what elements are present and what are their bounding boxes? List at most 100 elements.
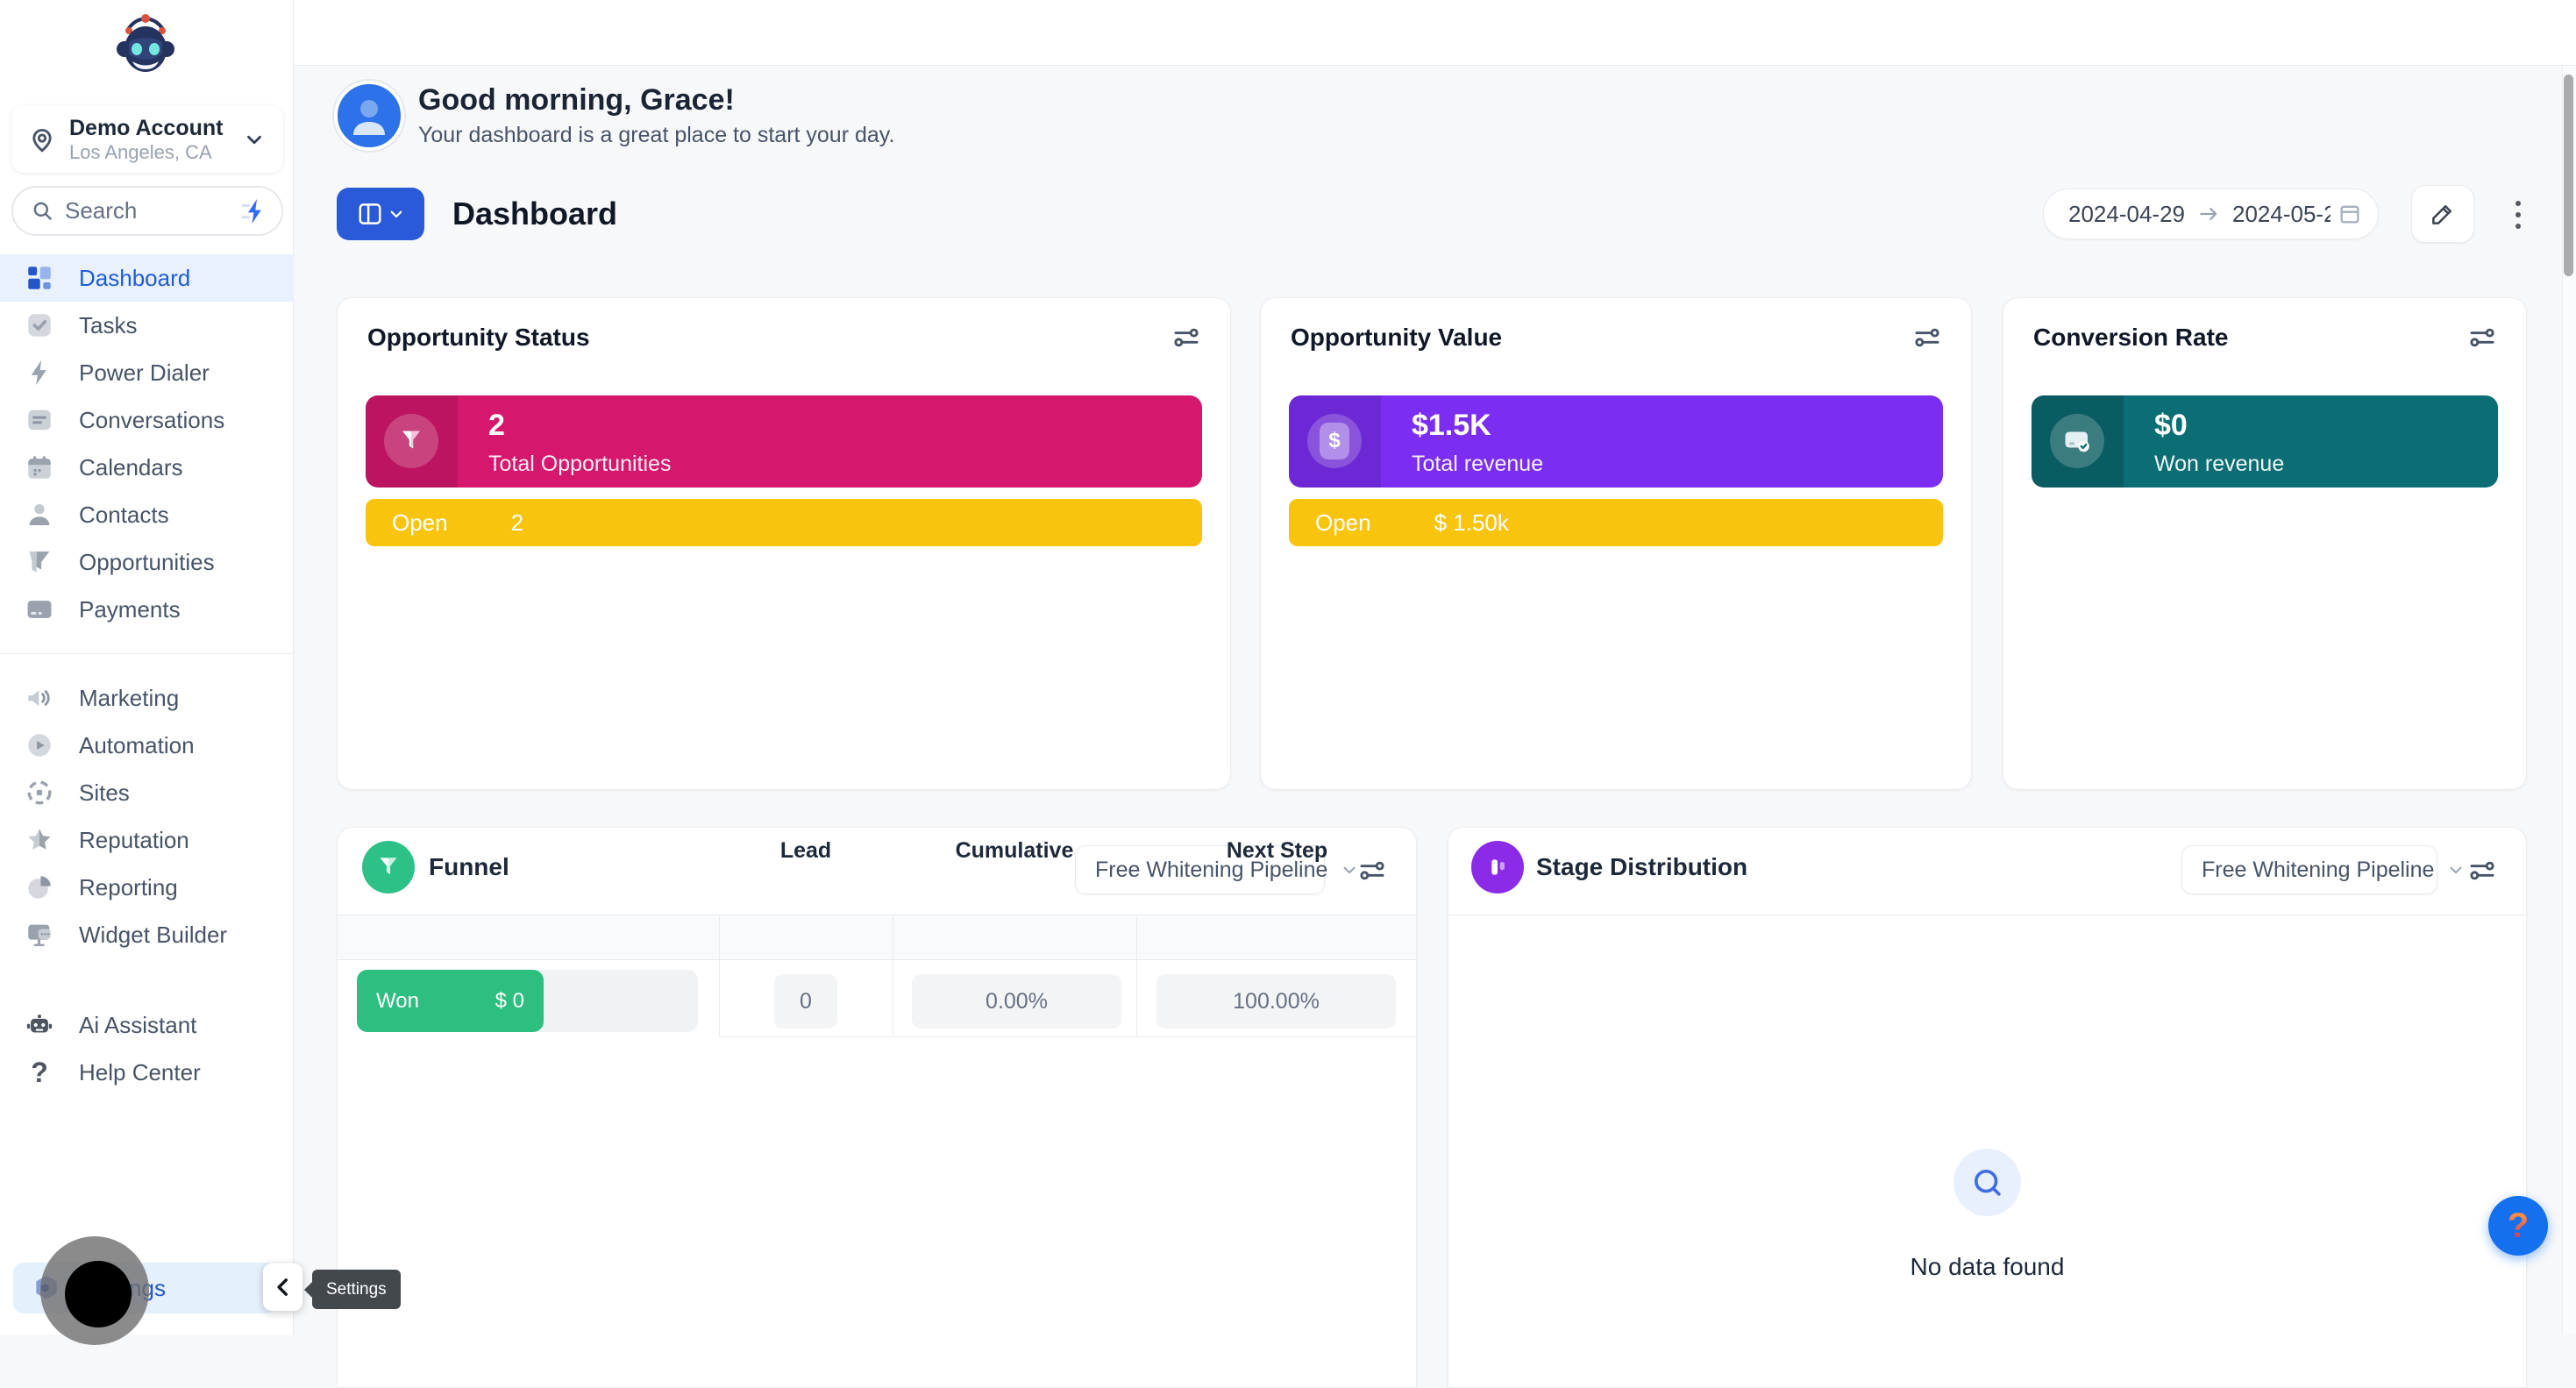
open-status-row: Open 2 <box>366 499 1202 546</box>
edit-dashboard-button[interactable] <box>2411 185 2474 243</box>
card-title: Funnel <box>429 853 509 880</box>
sidebar-item-sites[interactable]: Sites <box>0 769 294 816</box>
total-revenue-banner: $ $1.5K Total revenue <box>1289 395 1943 488</box>
sidebar-item-payments[interactable]: Payments <box>0 586 294 633</box>
sidebar-item-reporting[interactable]: Reporting <box>0 864 294 911</box>
account-switcher[interactable]: Demo Account Los Angeles, CA <box>11 105 283 173</box>
sidebar-item-label: Dashboard <box>79 264 191 291</box>
chevron-down-icon <box>388 206 404 222</box>
sidebar-item-contacts[interactable]: Contacts <box>0 491 294 538</box>
opportunities-funnel-icon <box>25 547 54 577</box>
sidebar-item-ai-assistant[interactable]: Ai Assistant <box>0 1001 294 1049</box>
total-opportunities-banner: 2 Total Opportunities <box>366 395 1202 488</box>
widget-settings-icon[interactable] <box>2468 324 2496 351</box>
sidebar-divider <box>0 653 294 654</box>
search-input[interactable] <box>65 197 239 224</box>
search-icon <box>31 199 54 223</box>
empty-state: No data found <box>1448 1149 2526 1281</box>
sidebar-item-dashboard[interactable]: Dashboard <box>0 254 294 302</box>
date-start[interactable]: 2024-04-29 <box>2068 200 2185 227</box>
conversion-rate-card: Conversion Rate $0 Won revenue 0% <box>2003 297 2527 790</box>
pipeline-selected-value: Free Whitening Pipeline <box>2202 857 2435 882</box>
sidebar-item-label: Automation <box>79 731 195 758</box>
pencil-icon <box>2430 201 2456 227</box>
date-end[interactable]: 2024-05-29 <box>2232 200 2330 227</box>
sidebar-search <box>11 186 283 236</box>
help-fab-button[interactable]: ? <box>2488 1196 2548 1256</box>
chevron-down-icon <box>243 128 266 151</box>
sidebar: Demo Account Los Angeles, CA <box>0 0 294 1335</box>
calendars-icon <box>25 452 54 482</box>
stage-distribution-card: Stage Distribution Free Whitening Pipeli… <box>1448 827 2527 1388</box>
collapse-sidebar-button[interactable] <box>263 1263 302 1311</box>
no-data-text: No data found <box>1910 1253 2065 1280</box>
widget-builder-icon <box>25 920 54 950</box>
scrollbar-thumb[interactable] <box>2564 75 2573 276</box>
funnel-card-icon <box>362 841 415 893</box>
funnel-pipeline-select[interactable]: Free Whitening Pipeline <box>1075 845 1356 894</box>
chevron-left-icon <box>272 1276 295 1299</box>
greeting-avatar <box>334 81 404 151</box>
sidebar-item-automation[interactable]: Automation <box>0 722 294 769</box>
banner-value: $0 <box>2154 409 2188 442</box>
sidebar-item-label: Ai Assistant <box>79 1011 197 1038</box>
funnel-lead-value: 0 <box>774 974 837 1029</box>
dollar-icon: $ <box>1307 414 1362 468</box>
cursor-overlay <box>65 1261 132 1327</box>
app-logo <box>110 11 181 82</box>
sidebar-item-label: Sites <box>79 779 130 806</box>
sidebar-nav-secondary: Marketing Automation Sites <box>0 674 294 958</box>
no-data-search-icon <box>1953 1149 2021 1216</box>
scrollbar-track[interactable] <box>2562 66 2576 1335</box>
widget-settings-icon[interactable] <box>1358 858 1386 884</box>
open-label: Open <box>1315 509 1371 536</box>
sites-globe-icon <box>25 778 54 808</box>
greeting-title: Good morning, Grace! <box>418 83 735 117</box>
sidebar-item-label: Widget Builder <box>79 921 228 948</box>
greeting-subtitle: Your dashboard is a great place to start… <box>418 123 895 147</box>
sidebar-item-help-center[interactable]: ? Help Center <box>0 1049 294 1096</box>
stage-amount: $ 0 <box>495 988 524 1013</box>
card-title: Conversion Rate <box>2033 324 2229 351</box>
sidebar-item-label: Reputation <box>79 826 189 853</box>
sidebar-item-label: Reporting <box>79 873 178 900</box>
sidebar-item-tasks[interactable]: Tasks <box>0 302 294 349</box>
funnel-stage-bar-won[interactable]: Won $ 0 <box>357 970 544 1032</box>
contacts-icon <box>25 500 54 530</box>
sidebar-item-label: Payments <box>79 595 181 623</box>
sidebar-item-marketing[interactable]: Marketing <box>0 674 294 722</box>
funnel-card: Funnel Free Whitening Pipeline Lead Cumu… <box>337 827 1417 1388</box>
sidebar-item-opportunities[interactable]: Opportunities <box>0 538 294 586</box>
date-range-picker[interactable]: 2024-04-29 2024-05-29 <box>2043 189 2379 239</box>
banner-label: Total Opportunities <box>488 452 672 476</box>
sidebar-item-conversations[interactable]: Conversations <box>0 396 294 444</box>
funnel-stage-bar-track: Won $ 0 <box>357 970 698 1032</box>
dashboard-icon <box>25 263 54 293</box>
sidebar-item-reputation[interactable]: Reputation <box>0 816 294 864</box>
sidebar-nav-tertiary: Ai Assistant ? Help Center <box>0 1001 294 1096</box>
open-value-row: Open $ 1.50k <box>1289 499 1943 546</box>
reputation-star-icon <box>25 825 54 855</box>
sidebar-item-label: Conversations <box>79 406 225 433</box>
sidebar-nav-primary: Dashboard Tasks Power Dialer <box>0 254 294 633</box>
sidebar-item-calendars[interactable]: Calendars <box>0 444 294 491</box>
help-fab-question-icon: ? <box>2507 1206 2530 1245</box>
dashboard-switcher-button[interactable] <box>337 188 424 240</box>
sidebar-item-label: Marketing <box>79 684 180 711</box>
open-value: 2 <box>510 509 524 536</box>
widget-settings-icon[interactable] <box>1913 324 1941 351</box>
quick-actions-bolt-icon[interactable] <box>239 197 267 225</box>
more-options-button[interactable] <box>2501 192 2536 238</box>
page-title: Dashboard <box>452 196 618 231</box>
widget-settings-icon[interactable] <box>1172 324 1200 351</box>
sidebar-item-widget-builder[interactable]: Widget Builder <box>0 911 294 958</box>
column-header-lead: Lead <box>779 838 832 863</box>
funnel-icon <box>384 414 438 468</box>
stage-pipeline-select[interactable]: Free Whitening Pipeline <box>2181 845 2462 894</box>
widget-settings-icon[interactable] <box>2468 858 2496 884</box>
account-name: Demo Account <box>69 115 224 140</box>
calendar-icon <box>2338 202 2362 226</box>
sidebar-item-power-dialer[interactable]: Power Dialer <box>0 349 294 396</box>
payments-icon <box>25 594 54 624</box>
power-dialer-icon <box>25 358 54 388</box>
